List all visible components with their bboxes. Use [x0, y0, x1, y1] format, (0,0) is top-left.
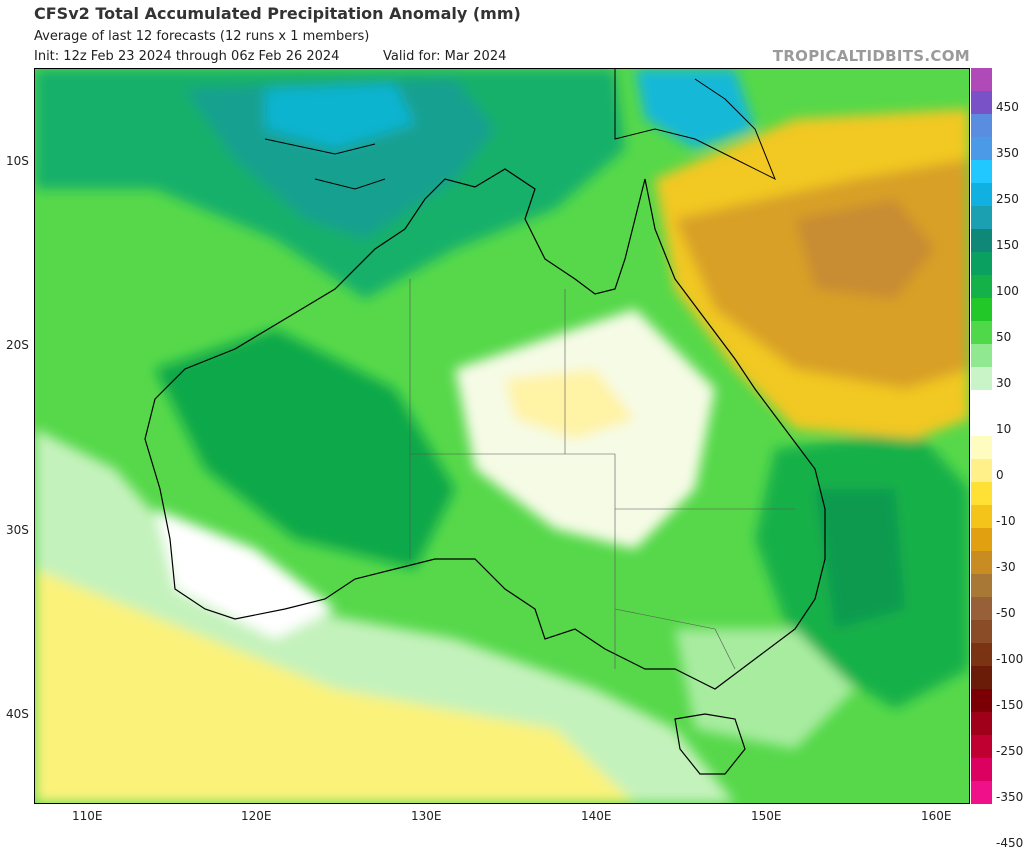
colorbar-label: 350 — [996, 146, 1019, 160]
colorbar-swatch — [971, 758, 992, 781]
colorbar-swatch — [971, 114, 992, 137]
colorbar-swatch — [971, 413, 992, 436]
anomaly-light-tasman — [675, 629, 855, 749]
colorbar-label: 250 — [996, 192, 1019, 206]
colorbar-swatch — [971, 252, 992, 275]
colorbar-label: -450 — [996, 836, 1024, 850]
colorbar-label: -30 — [996, 560, 1016, 574]
colorbar-label: 30 — [996, 376, 1012, 390]
colorbar-swatch — [971, 620, 992, 643]
lat-label-30s: 30S — [6, 523, 29, 537]
anomaly-wet-east-core — [815, 489, 905, 629]
australia-coastline — [144, 168, 826, 690]
colorbar-swatch — [971, 321, 992, 344]
colorbar-label: 450 — [996, 100, 1019, 114]
colorbar-swatch — [971, 91, 992, 114]
colorbar-swatch — [971, 666, 992, 689]
colorbar-swatch — [971, 781, 992, 804]
valid-time: Valid for: Mar 2024 — [383, 49, 507, 64]
colorbar-swatch — [971, 436, 992, 459]
anomaly-very-wet-timor — [265, 84, 415, 149]
colorbar-swatch — [971, 505, 992, 528]
colorbar-swatch — [971, 551, 992, 574]
colorbar-swatch — [971, 160, 992, 183]
timor-coastline — [264, 138, 386, 190]
map-canvas — [35, 69, 969, 803]
colorbar-swatch — [971, 206, 992, 229]
anomaly-dry-interior — [505, 369, 635, 439]
anomaly-wet-north-core — [185, 79, 495, 239]
colorbar-swatch — [971, 735, 992, 758]
anomaly-white-swwa — [155, 509, 335, 639]
colorbar-swatch — [971, 344, 992, 367]
colorbar-label: -10 — [996, 514, 1016, 528]
colorbar-swatch — [971, 689, 992, 712]
colorbar-swatch — [971, 597, 992, 620]
colorbar-swatch — [971, 390, 992, 413]
colorbar-swatch — [971, 712, 992, 735]
colorbar-label: 150 — [996, 238, 1019, 252]
colorbar-label: 0 — [996, 468, 1004, 482]
colorbar-label: -350 — [996, 790, 1024, 804]
colorbar-swatch — [971, 643, 992, 666]
precip-anomaly-map — [34, 68, 970, 804]
lon-label-150e: 150E — [751, 809, 782, 823]
anomaly-very-wet-png — [635, 69, 755, 149]
colorbar-swatch — [971, 298, 992, 321]
colorbar-swatch — [971, 183, 992, 206]
init-time: Init: 12z Feb 23 2024 through 06z Feb 26… — [34, 49, 340, 64]
colorbar-label: 50 — [996, 330, 1012, 344]
lon-label-120e: 120E — [241, 809, 272, 823]
site-watermark: TROPICALTIDBITS.COM — [772, 47, 970, 65]
lat-label-10s: 10S — [6, 154, 29, 168]
tasmania-coastline — [674, 713, 746, 775]
png-coastline — [614, 69, 776, 181]
colorbar-swatch — [971, 574, 992, 597]
lat-label-40s: 40S — [6, 707, 29, 721]
colorbar-label: -50 — [996, 606, 1016, 620]
colorbar-swatch — [971, 68, 992, 91]
colorbar-label: 10 — [996, 422, 1012, 436]
map-title: CFSv2 Total Accumulated Precipitation An… — [34, 4, 521, 23]
lon-label-130e: 130E — [411, 809, 442, 823]
colorbar-label: 100 — [996, 284, 1019, 298]
colorbar-label: -100 — [996, 652, 1024, 666]
colorbar-swatch — [971, 459, 992, 482]
colorbar-label: -150 — [996, 698, 1024, 712]
colorbar — [971, 68, 992, 804]
state-borders — [409, 279, 795, 670]
lat-label-20s: 20S — [6, 338, 29, 352]
lon-label-160e: 160E — [921, 809, 952, 823]
anomaly-dry-patch — [795, 199, 935, 299]
colorbar-swatch — [971, 367, 992, 390]
anomaly-neutral-south — [35, 429, 735, 803]
colorbar-swatch — [971, 229, 992, 252]
lon-label-140e: 140E — [581, 809, 612, 823]
lon-label-110e: 110E — [72, 809, 103, 823]
colorbar-swatch — [971, 482, 992, 505]
anomaly-wet-wa — [155, 329, 455, 569]
map-subtitle: Average of last 12 forecasts (12 runs x … — [34, 29, 370, 44]
colorbar-swatch — [971, 528, 992, 551]
colorbar-label: -250 — [996, 744, 1024, 758]
colorbar-swatch — [971, 275, 992, 298]
colorbar-swatch — [971, 137, 992, 160]
